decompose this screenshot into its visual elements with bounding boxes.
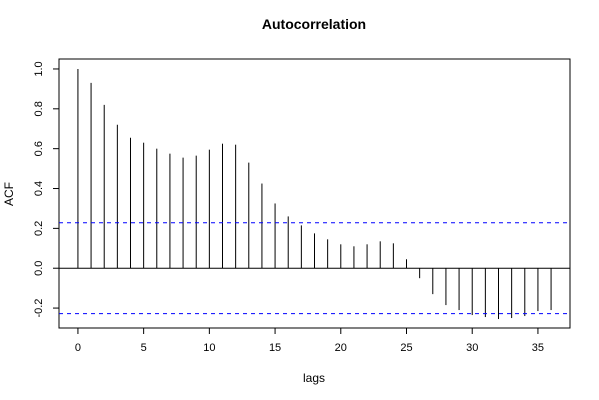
- y-axis: -0.2 0.0 0.2 0.4 0.6 0.8 1.0: [33, 61, 60, 318]
- x-tick-label: 25: [400, 342, 412, 354]
- plot-frame: [58, 58, 571, 329]
- x-axis: 0 5 10 15 20 25 30 35: [75, 327, 544, 354]
- y-tick-label: 0.2: [33, 221, 45, 236]
- plot-area: [59, 68, 570, 320]
- x-tick-label: 20: [335, 342, 347, 354]
- y-tick-label: 0.6: [33, 141, 45, 156]
- x-tick-label: 10: [203, 342, 215, 354]
- x-tick-label: 15: [269, 342, 281, 354]
- chart-title: Autocorrelation: [262, 16, 366, 32]
- y-tick-label: 0.4: [33, 181, 45, 196]
- y-tick-label: 1.0: [33, 61, 45, 76]
- x-tick-label: 30: [466, 342, 478, 354]
- x-tick-label: 5: [141, 342, 147, 354]
- x-tick-label: 0: [75, 342, 81, 354]
- y-tick-label: -0.2: [33, 299, 45, 318]
- x-tick-label: 35: [532, 342, 544, 354]
- y-tick-label: 0.8: [33, 101, 45, 116]
- y-axis-title: ACF: [2, 182, 16, 206]
- y-tick-label: 0.0: [33, 261, 45, 276]
- x-axis-title: lags: [303, 371, 325, 385]
